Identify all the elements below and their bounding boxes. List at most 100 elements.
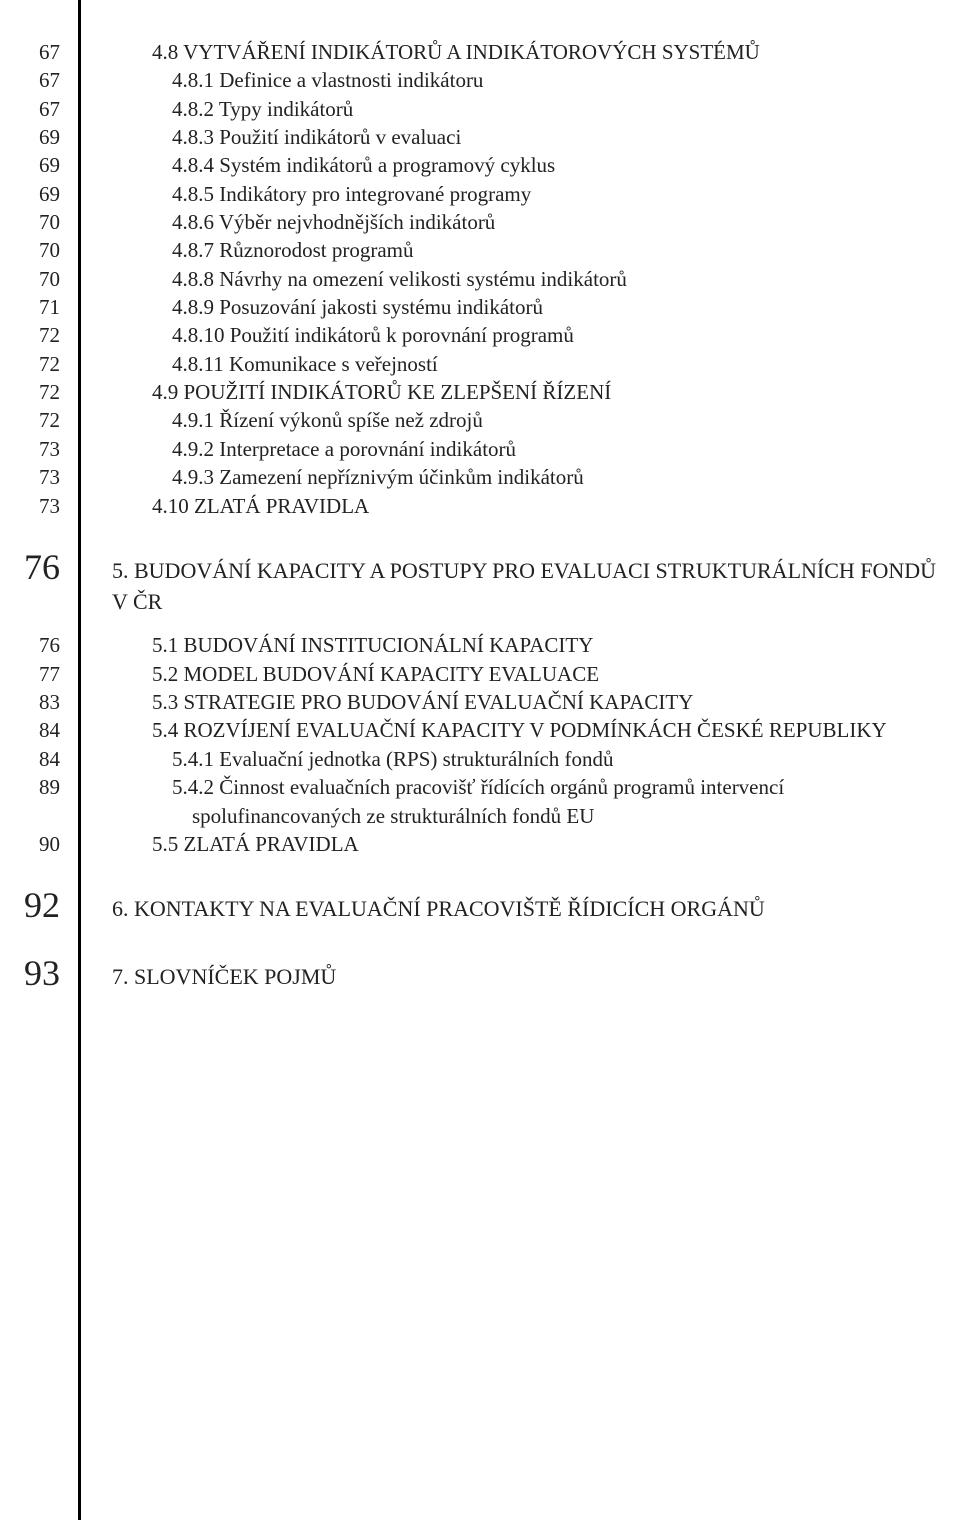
toc-entry-row: 674.8.2 Typy indikátorů xyxy=(0,95,960,123)
toc-entry-label: 4.9.1 Řízení výkonů spíše než zdrojů xyxy=(172,408,483,432)
toc-entry-text: 7. SLOVNÍČEK POJMŮ xyxy=(60,952,960,993)
toc-entry-row: 69 4.8.3 Použití indikátorů v evaluaci xyxy=(0,123,960,151)
toc-entry-row: 835.3 STRATEGIE PRO BUDOVÁNÍ EVALUAČNÍ K… xyxy=(0,688,960,716)
toc-page-number: 76 xyxy=(0,546,60,588)
toc-entry-label: 4.8.9 Posuzování jakosti systému indikát… xyxy=(172,295,543,319)
toc-page-number: 77 xyxy=(0,660,60,688)
toc-entry-row: 724.9.1 Řízení výkonů spíše než zdrojů xyxy=(0,406,960,434)
toc-entry-label: 4.8 VYTVÁŘENÍ INDIKÁTORŮ A INDIKÁTOROVÝC… xyxy=(152,40,760,64)
toc-entry-continuation: spolufinancovaných ze strukturálních fon… xyxy=(60,802,960,830)
toc-entry-row: 72 4.8.10 Použití indikátorů k porovnání … xyxy=(0,321,960,349)
toc-entry-label: 4.8.3 Použití indikátorů v evaluaci xyxy=(172,125,461,149)
toc-entry-row: 70 4.8.7 Různorodost programů xyxy=(0,236,960,264)
toc-entry-label: 5.1 BUDOVÁNÍ INSTITUCIONÁLNÍ KAPACITY xyxy=(152,633,593,657)
toc-page: 67 4.8 VYTVÁŘENÍ INDIKÁTORŮ A INDIKÁTOROV… xyxy=(0,0,960,1520)
toc-entry-row: 845.4 ROZVÍJENÍ EVALUAČNÍ KAPACITY V POD… xyxy=(0,716,960,744)
toc-entry-label: 4.8.11 Komunikace s veřejností xyxy=(172,352,438,376)
toc-entry-text: 5.2 MODEL BUDOVÁNÍ KAPACITY EVALUACE xyxy=(60,660,960,688)
toc-entry-row: 73 4.10 ZLATÁ PRAVIDLA xyxy=(0,492,960,520)
toc-page-number: 69 xyxy=(0,123,60,151)
toc-page-number: 71 xyxy=(0,293,60,321)
toc-page-number: 69 xyxy=(0,151,60,179)
toc-entry-text: 4.8 VYTVÁŘENÍ INDIKÁTORŮ A INDIKÁTOROVÝC… xyxy=(60,38,960,66)
toc-page-number: 70 xyxy=(0,236,60,264)
toc-page-number: 73 xyxy=(0,492,60,520)
toc-page-number: 70 xyxy=(0,208,60,236)
toc-page-number: 84 xyxy=(0,745,60,773)
toc-entry-text: 4.8.5 Indikátory pro integrované program… xyxy=(60,180,960,208)
toc-entry-label: 4.8.6 Výběr nejvhodnějších indikátorů xyxy=(172,210,495,234)
toc-entry-text: 4.8.10 Použití indikátorů k porovnání pr… xyxy=(60,321,960,349)
toc-chapter-row: 92 6. KONTAKTY NA EVALUAČNÍ PRACOVIŠTĚ ŘÍ… xyxy=(0,884,960,926)
toc-page-number: 72 xyxy=(0,378,60,406)
toc-entry-row: 72 4.8.11 Komunikace s veřejností xyxy=(0,350,960,378)
toc-entry-text: 4.9.1 Řízení výkonů spíše než zdrojů xyxy=(60,406,960,434)
toc-entry-row: 71 4.8.9 Posuzování jakosti systému indik… xyxy=(0,293,960,321)
toc-page-number: 73 xyxy=(0,435,60,463)
toc-entry-text: 5.4.2 Činnost evaluačních pracovišť řídí… xyxy=(60,773,960,801)
toc-page-number: 67 xyxy=(0,38,60,66)
toc-entry-row: 76 5.1 BUDOVÁNÍ INSTITUCIONÁLNÍ KAPACITY xyxy=(0,631,960,659)
toc-chapter-row: 765. BUDOVÁNÍ KAPACITY A POSTUPY PRO EVA… xyxy=(0,546,960,618)
toc-entry-row: 89 5.4.2 Činnost evaluačních pracovišť ří… xyxy=(0,773,960,801)
toc-entry-text: 4.8.7 Různorodost programů xyxy=(60,236,960,264)
toc-entry-label: 4.8.4 Systém indikátorů a programový cyk… xyxy=(172,153,555,177)
toc-entry-text: 4.8.1 Definice a vlastnosti indikátoru xyxy=(60,66,960,94)
toc-page-number: 70 xyxy=(0,265,60,293)
toc-entry-label: 5.2 MODEL BUDOVÁNÍ KAPACITY EVALUACE xyxy=(152,662,599,686)
toc-entry-text: 5. BUDOVÁNÍ KAPACITY A POSTUPY PRO EVALU… xyxy=(60,546,960,618)
toc-entry-label: 4.10 ZLATÁ PRAVIDLA xyxy=(152,494,369,518)
toc-entry-label: 4.8.7 Různorodost programů xyxy=(172,238,413,262)
toc-entry-text: 4.8.6 Výběr nejvhodnějších indikátorů xyxy=(60,208,960,236)
toc-page-number: 76 xyxy=(0,631,60,659)
toc-entry-row: 77 5.2 MODEL BUDOVÁNÍ KAPACITY EVALUACE xyxy=(0,660,960,688)
toc-chapter-row: 93 7. SLOVNÍČEK POJMŮ xyxy=(0,952,960,994)
toc-entry-text: 4.8.3 Použití indikátorů v evaluaci xyxy=(60,123,960,151)
toc-entry-label: 4.9.3 Zamezení nepříznivým účinkům indik… xyxy=(172,465,584,489)
toc-page-number: 72 xyxy=(0,321,60,349)
toc-entry-row: 70 4.8.8 Návrhy na omezení velikosti syst… xyxy=(0,265,960,293)
toc-entry-label: 4.8.10 Použití indikátorů k porovnání pr… xyxy=(172,323,574,347)
toc-entry-label: 5.4.1 Evaluační jednotka (RPS) strukturá… xyxy=(172,747,614,771)
toc-entry-label: 4.9 POUŽITÍ INDIKÁTORŮ KE ZLEPŠENÍ ŘÍZEN… xyxy=(152,380,611,404)
toc-entry-text: 4.10 ZLATÁ PRAVIDLA xyxy=(60,492,960,520)
toc-page-number: 92 xyxy=(0,884,60,926)
toc-page-number: 69 xyxy=(0,180,60,208)
toc-entry-row: 73 4.9.2 Interpretace a porovnání indikát… xyxy=(0,435,960,463)
toc-entry-label: spolufinancovaných ze strukturálních fon… xyxy=(192,804,594,828)
toc-entry-text: 4.8.8 Návrhy na omezení velikosti systém… xyxy=(60,265,960,293)
toc-entry-row: 84 5.4.1 Evaluační jednotka (RPS) struktu… xyxy=(0,745,960,773)
toc-entry-text: 5.3 STRATEGIE PRO BUDOVÁNÍ EVALUAČNÍ KAP… xyxy=(60,688,960,716)
toc-entry-label: 4.9.2 Interpretace a porovnání indikátor… xyxy=(172,437,516,461)
toc-page-number: 83 xyxy=(0,688,60,716)
toc-entry-row: 90 5.5 ZLATÁ PRAVIDLA xyxy=(0,830,960,858)
toc-entry-label: 5.5 ZLATÁ PRAVIDLA xyxy=(152,832,359,856)
toc-entry-text: 4.9.3 Zamezení nepříznivým účinkům indik… xyxy=(60,463,960,491)
toc-entry-label: 6. KONTAKTY NA EVALUAČNÍ PRACOVIŠTĚ ŘÍDI… xyxy=(112,896,765,921)
toc-entry-continuation-row: spolufinancovaných ze strukturálních fon… xyxy=(0,802,960,830)
toc-entry-label: 5.4.2 Činnost evaluačních pracovišť řídí… xyxy=(172,775,784,799)
toc-entry-text: 4.9 POUŽITÍ INDIKÁTORŮ KE ZLEPŠENÍ ŘÍZEN… xyxy=(60,378,960,406)
toc-entry-text: 4.9.2 Interpretace a porovnání indikátor… xyxy=(60,435,960,463)
toc-page-number: 89 xyxy=(0,773,60,801)
toc-entry-label: 4.8.2 Typy indikátorů xyxy=(172,97,353,121)
toc-page-number: 93 xyxy=(0,952,60,994)
toc-entry-text: 4.8.4 Systém indikátorů a programový cyk… xyxy=(60,151,960,179)
toc-entry-row: 734.9.3 Zamezení nepříznivým účinkům ind… xyxy=(0,463,960,491)
toc-entry-text: 4.8.2 Typy indikátorů xyxy=(60,95,960,123)
toc-page-number: 90 xyxy=(0,830,60,858)
toc-entry-label: 4.8.5 Indikátory pro integrované program… xyxy=(172,182,531,206)
toc-entry-text: 5.5 ZLATÁ PRAVIDLA xyxy=(60,830,960,858)
toc-entry-row: 72 4.9 POUŽITÍ INDIKÁTORŮ KE ZLEPŠENÍ ŘÍZ… xyxy=(0,378,960,406)
toc-entry-label: 4.8.8 Návrhy na omezení velikosti systém… xyxy=(172,267,627,291)
vertical-rule xyxy=(78,0,81,1520)
toc-entry-row: 67 4.8 VYTVÁŘENÍ INDIKÁTORŮ A INDIKÁTOROV… xyxy=(0,38,960,66)
toc-page-number: 67 xyxy=(0,66,60,94)
toc-entry-label: 4.8.1 Definice a vlastnosti indikátoru xyxy=(172,68,483,92)
toc-entry-row: 69 4.8.5 Indikátory pro integrované progr… xyxy=(0,180,960,208)
toc-list: 67 4.8 VYTVÁŘENÍ INDIKÁTORŮ A INDIKÁTOROV… xyxy=(0,38,960,993)
toc-entry-label: 7. SLOVNÍČEK POJMŮ xyxy=(112,964,336,989)
toc-page-number: 72 xyxy=(0,350,60,378)
toc-entry-text: 5.1 BUDOVÁNÍ INSTITUCIONÁLNÍ KAPACITY xyxy=(60,631,960,659)
toc-entry-text: 6. KONTAKTY NA EVALUAČNÍ PRACOVIŠTĚ ŘÍDI… xyxy=(60,884,960,925)
